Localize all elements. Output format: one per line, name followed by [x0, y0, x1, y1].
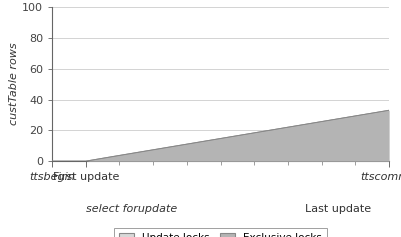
Text: Last update: Last update — [306, 204, 371, 214]
Y-axis label: custTable rows: custTable rows — [9, 43, 19, 125]
Text: select forupdate: select forupdate — [86, 204, 177, 214]
Legend: Update locks, Exclusive locks: Update locks, Exclusive locks — [114, 228, 327, 237]
